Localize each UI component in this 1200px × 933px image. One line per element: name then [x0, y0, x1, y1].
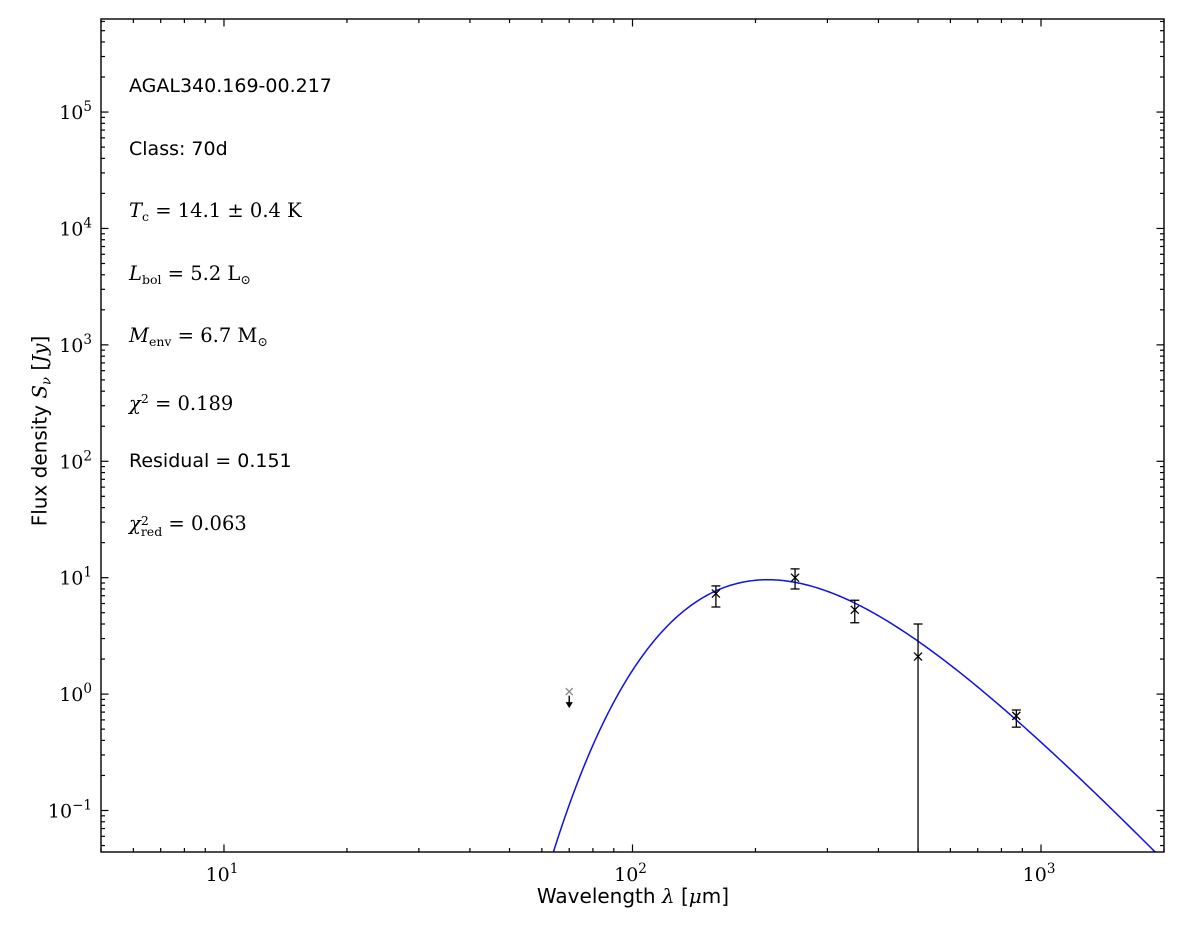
y-tick-label: 100: [59, 681, 92, 706]
data-point: [711, 585, 721, 608]
x-tick-label: 101: [206, 861, 239, 886]
data-point: [850, 599, 860, 624]
y-tick-label: 102: [59, 448, 92, 473]
upper-limit-point: [565, 687, 574, 709]
x-tick-label: 102: [614, 861, 647, 886]
data-point: [1011, 709, 1021, 728]
source-name: AGAL340.169-00.217: [129, 75, 332, 97]
x-tick-label: 103: [1023, 861, 1056, 886]
flux-symbol: S: [27, 384, 52, 399]
marker-x: [850, 605, 860, 615]
marker-x: [1011, 711, 1021, 721]
tick-labels: 101 102 103 10−1 100 101 102 103 104 105: [48, 99, 1056, 886]
annotation-block: AGAL340.169-00.217 Class: 70d Tc = 14.1 …: [129, 36, 332, 574]
marker-x: [711, 589, 721, 599]
y-tick-label: 103: [59, 332, 92, 357]
sun-symbol: ⊙: [257, 334, 268, 349]
ticks: [100, 19, 1165, 852]
y-tick-label: 101: [59, 565, 92, 590]
chi2red-line: χ 2 red = 0.063: [129, 511, 247, 539]
model-curve: [552, 579, 1157, 852]
lambda-symbol: λ: [661, 884, 675, 908]
residual-line: Residual = 0.151: [129, 450, 292, 472]
marker-x: [565, 687, 574, 696]
mu-symbol: μ: [688, 884, 702, 908]
data-point: [913, 623, 923, 852]
chi2-line: χ2 = 0.189: [129, 390, 234, 415]
mass-line: Menv = 6.7 M⊙: [129, 324, 268, 349]
y-tick-label: 105: [59, 99, 92, 124]
y-axis-label: Flux density Sν [Jy]: [27, 335, 55, 527]
marker-x: [790, 573, 800, 583]
y-tick-label: 104: [59, 215, 92, 240]
marker-x: [913, 652, 923, 662]
data-point: [790, 568, 800, 590]
x-axis-label: Wavelength λ [μm]: [536, 884, 730, 908]
sun-symbol: ⊙: [240, 271, 251, 287]
luminosity-line: Lbol = 5.2 L⊙: [129, 261, 251, 287]
y-tick-label: 10−1: [48, 797, 92, 822]
nu-subscript: ν: [39, 377, 55, 385]
upper-limit-arrow-head: [565, 702, 573, 709]
class-label: Class: 70d: [129, 137, 228, 160]
temperature-line: Tc = 14.1 ± 0.4 K: [129, 199, 302, 224]
